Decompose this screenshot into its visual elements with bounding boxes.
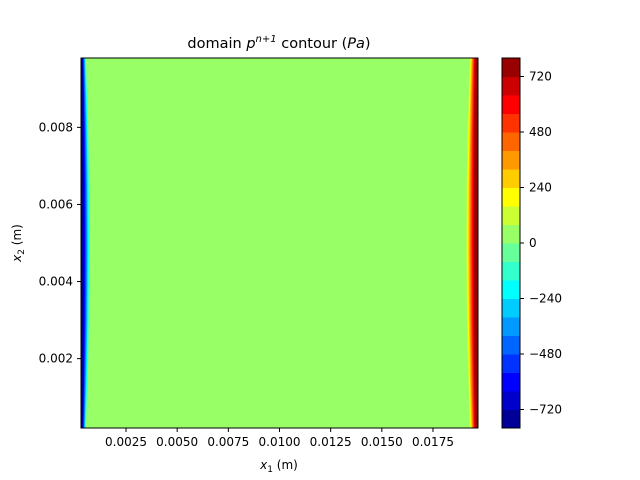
colorbar-level — [502, 132, 520, 151]
colorbar-level — [502, 409, 520, 429]
x-tick-label: 0.0150 — [361, 435, 403, 449]
colorbar-level — [502, 261, 520, 281]
colorbar-level — [502, 187, 520, 207]
colorbar-level — [502, 317, 520, 336]
x-tick-label: 0.0075 — [207, 435, 249, 449]
colorbar-tick-label: −720 — [529, 403, 562, 417]
x-tick-label: 0.0175 — [412, 435, 454, 449]
title-math-sup: n+1 — [256, 34, 277, 45]
colorbar-ticks: −720 −480 −240 0 240 480 720 — [520, 70, 562, 417]
colorbar-level — [502, 354, 520, 373]
right-edge-bands — [466, 58, 478, 428]
x-tick-label: 0.0125 — [310, 435, 352, 449]
chart-title: domain pn+1 contour (Pa) — [187, 34, 370, 52]
title-mid: contour ( — [277, 36, 348, 52]
colorbar-level — [502, 113, 520, 133]
y-label-unit: (m) — [10, 224, 24, 249]
title-unit: Pa — [347, 36, 365, 52]
y-tick-label: 0.008 — [39, 120, 73, 134]
colorbar-tick-label: 240 — [529, 181, 552, 195]
y-label-sub: 2 — [17, 249, 27, 255]
y-axis-ticks: 0.002 0.004 0.006 0.008 — [39, 120, 81, 366]
colorbar-level — [502, 169, 520, 188]
x-label-var: x — [259, 458, 268, 472]
title-suffix: ) — [365, 36, 371, 52]
colorbar-level — [502, 206, 520, 225]
x-label-unit: (m) — [273, 458, 298, 472]
x-axis-ticks: 0.0025 0.0050 0.0075 0.0100 0.0125 0.0150 0.01… — [105, 428, 454, 449]
colorbar-level — [502, 335, 520, 355]
x-axis-label: x1 (m) — [259, 458, 298, 475]
x-tick-label: 0.0050 — [156, 435, 198, 449]
x-label-sub: 1 — [267, 465, 273, 475]
colorbar-level — [502, 58, 520, 77]
contour-background — [81, 58, 478, 428]
y-tick-label: 0.002 — [39, 352, 73, 366]
colorbar-level — [502, 243, 520, 262]
colorbar-level — [502, 280, 520, 299]
colorbar-tick-label: 0 — [529, 236, 537, 250]
colorbar-level — [502, 76, 520, 96]
x-tick-label: 0.0100 — [259, 435, 301, 449]
colorbar-level — [502, 298, 520, 318]
y-label-var: x — [10, 254, 24, 263]
y-tick-label: 0.004 — [39, 275, 73, 289]
title-prefix: domain — [187, 36, 246, 52]
colorbar-level — [502, 95, 520, 114]
colorbar-level — [502, 224, 520, 244]
left-edge-bands — [81, 58, 90, 428]
y-tick-label: 0.006 — [39, 197, 73, 211]
contour-plot — [81, 58, 478, 428]
colorbar-tick-label: 720 — [529, 70, 552, 84]
title-math-base: p — [245, 36, 255, 52]
colorbar — [502, 58, 520, 429]
colorbar-level — [502, 372, 520, 392]
x-tick-label: 0.0025 — [105, 435, 147, 449]
colorbar-level — [502, 150, 520, 170]
left-contour-band — [81, 58, 84, 428]
colorbar-level — [502, 391, 520, 410]
y-axis-label: x2 (m) — [10, 224, 27, 263]
colorbar-tick-label: 480 — [529, 125, 552, 139]
colorbar-tick-label: −240 — [529, 292, 562, 306]
right-contour-band — [474, 58, 478, 428]
colorbar-tick-label: −480 — [529, 347, 562, 361]
